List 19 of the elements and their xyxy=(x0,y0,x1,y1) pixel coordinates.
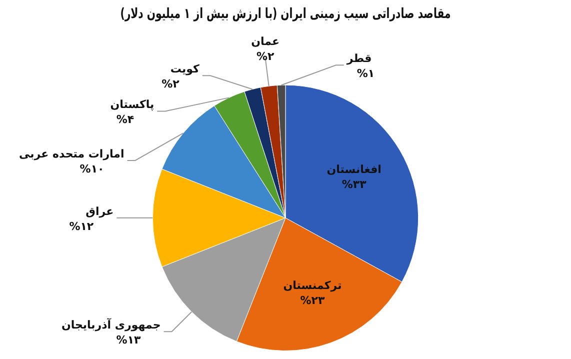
data-label: %۱۰ xyxy=(80,162,104,176)
data-label: %۱ xyxy=(356,67,375,80)
data-label: %۳۳ xyxy=(342,178,367,192)
slice-label: افغانستان xyxy=(326,163,382,176)
slice-label: جمهوری آذربایجان xyxy=(61,317,161,332)
slice-label: عراق xyxy=(86,204,114,218)
slice-label: ترکمنستان xyxy=(283,278,342,292)
data-label: %۱۳ xyxy=(116,333,142,346)
slice-label: پاکستان xyxy=(110,98,154,112)
data-label: %۲ xyxy=(256,50,274,64)
slice-label: قطر xyxy=(346,52,372,66)
slice-label: عمان xyxy=(251,35,280,48)
chart-title: مقاصد صادراتی سیب زمینی ایران (با ارزش بیش از ۱ میلیون دلار) xyxy=(120,5,451,22)
data-label: %۴ xyxy=(116,113,134,126)
slice-label: کویت xyxy=(170,62,200,76)
data-label: %۱۲ xyxy=(69,220,94,233)
data-label: %۲۳ xyxy=(300,294,326,307)
data-label: %۲ xyxy=(162,78,180,91)
slice-label: امارات متحده عربی xyxy=(19,147,124,160)
